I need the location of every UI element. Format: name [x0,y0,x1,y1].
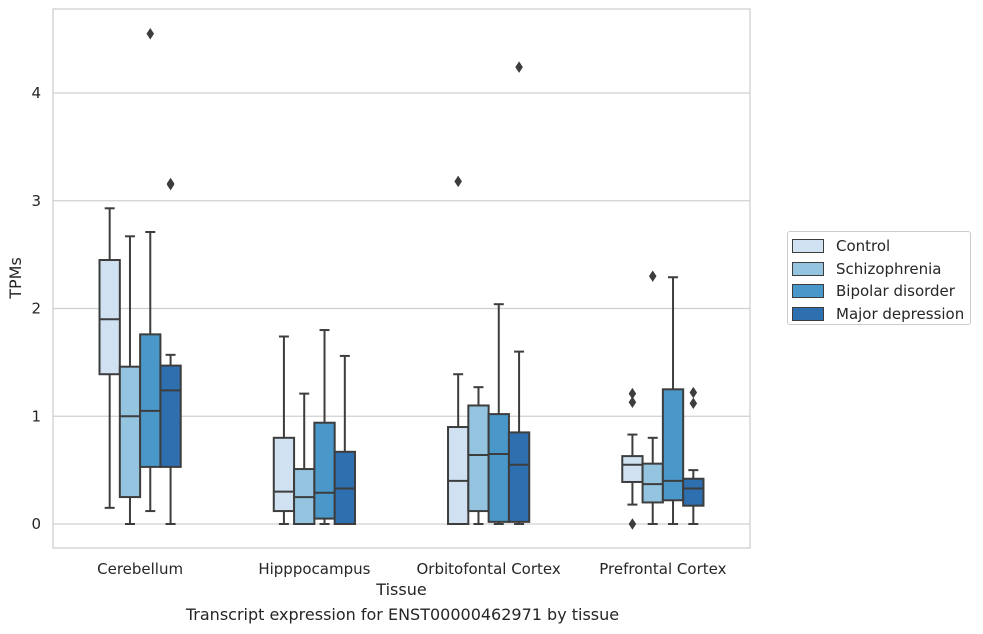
boxes-layer [98,28,705,530]
box-2-4 [641,270,664,525]
y-tick-label: 0 [31,515,41,533]
legend-item: Control [792,235,970,258]
y-tick-label: 3 [31,192,41,210]
legend-item: Bipolar disorder [792,280,970,303]
box-body [641,462,664,504]
box-body [118,365,142,499]
box-2-3 [467,386,490,525]
box-body [139,333,162,468]
box-body [98,259,121,376]
outlier-point [454,175,462,188]
legend-swatch [792,239,824,254]
box-body [621,455,644,483]
box-1-4 [621,387,644,530]
y-tick-label: 1 [31,407,41,425]
box-2-2 [293,392,316,525]
outlier-point [166,177,175,190]
legend-label: Schizophrenia [836,259,942,278]
box-1-3 [447,175,470,525]
box-4-4 [682,386,705,525]
outlier-point [628,518,637,530]
x-tick-label: Hipppocampus [258,560,370,578]
box-1-1 [98,207,121,509]
box-4-1 [159,177,182,525]
x-tick-label: Prefrontal Cortex [599,560,726,578]
box-body [507,431,531,523]
legend-swatch [792,284,824,299]
outlier-point [146,28,155,40]
outlier-point [648,270,657,282]
outlier-point [628,396,637,408]
legend-swatch [792,261,824,276]
outlier-point [515,61,523,73]
outlier-point [689,397,698,410]
outlier-point [628,387,637,400]
x-axis-ticks: Cerebellum Hipppocampus Orbitofontal Corte… [97,560,726,578]
box-3-4 [661,276,685,525]
y-axis-ticks: 0 1 2 3 4 [31,84,41,533]
box-body [447,426,470,525]
box-1-2 [272,335,296,525]
box-body [159,364,182,468]
x-tick-label: Orbitofontal Cortex [417,560,561,578]
legend: Control Schizophrenia Bipolar disorder Majo… [787,231,971,325]
box-3-1 [139,28,162,513]
box-body [487,413,510,523]
box-3-2 [313,329,336,525]
legend-label: Bipolar disorder [836,282,955,301]
y-axis-title: TPMs [6,257,25,300]
box-body [272,436,296,513]
figure-caption: Transcript expression for ENST0000046297… [185,605,620,624]
legend-item: Schizophrenia [792,258,970,281]
box-3-3 [487,303,510,525]
plot-area-frame [52,8,751,549]
legend-item: Major depression [792,303,970,326]
box-body [661,388,685,502]
legend-swatch [792,306,824,321]
box-4-3 [507,61,531,525]
y-tick-label: 4 [31,84,41,102]
box-body [467,404,490,513]
y-tick-label: 2 [31,300,41,318]
box-body [682,477,705,507]
x-tick-label: Cerebellum [97,560,183,578]
outlier-point [689,386,698,399]
legend-label: Major depression [836,304,965,323]
legend-label: Control [836,237,891,256]
box-4-2 [333,354,356,525]
x-axis-title: Tissue [375,580,426,599]
box-body [313,421,336,520]
box-2-1 [118,235,142,525]
